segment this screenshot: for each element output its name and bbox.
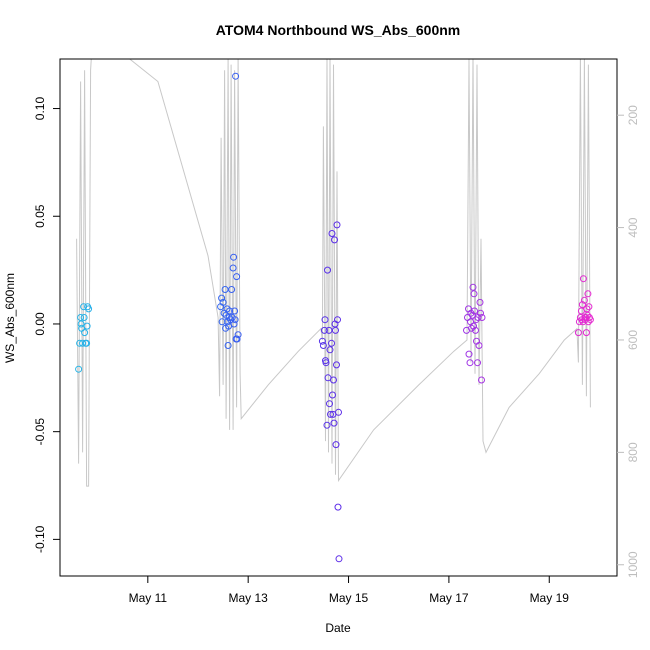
y2-tick-label: 600: [626, 330, 640, 350]
x-axis-label: Date: [325, 621, 351, 635]
y2-tick-label: 800: [626, 442, 640, 462]
data-point: [75, 365, 83, 373]
data-point: [580, 296, 588, 304]
data-point: [322, 359, 330, 367]
data-point: [335, 408, 342, 416]
y-tick-label: 0.00: [33, 312, 47, 336]
y-tick-label: 0.10: [33, 97, 47, 121]
data-point: [579, 275, 587, 283]
chart-title: ATOM4 Northbound WS_Abs_600nm: [216, 22, 461, 38]
secondary-series-line: [76, 59, 591, 487]
data-point: [219, 298, 227, 306]
data-point: [335, 555, 343, 563]
data-point: [230, 320, 238, 328]
x-tick-label: May 13: [228, 591, 268, 605]
data-point: [476, 298, 484, 306]
data-point: [231, 307, 239, 315]
data-point: [83, 339, 91, 347]
data-point: [574, 329, 582, 337]
data-point: [324, 266, 331, 274]
data-point: [228, 286, 236, 293]
data-point: [472, 326, 479, 334]
data-point: [585, 303, 593, 311]
x-tick-label: May 17: [429, 591, 469, 605]
data-point: [586, 316, 594, 324]
data-point: [326, 346, 334, 354]
data-point: [332, 441, 340, 449]
data-point: [321, 316, 329, 324]
data-point: [229, 264, 237, 272]
data-point: [470, 322, 477, 330]
data-point: [477, 309, 484, 317]
data-point: [77, 314, 85, 321]
y-tick-label: -0.10: [33, 525, 47, 553]
data-point: [231, 316, 239, 324]
x-axis: May 11 May 13 May 15 May 17 May 19: [129, 576, 570, 605]
data-point: [218, 294, 226, 302]
data-point: [472, 316, 480, 324]
data-point: [80, 314, 88, 321]
secondary-line-layer: [76, 59, 591, 487]
data-point: [582, 329, 590, 337]
data-point: [83, 322, 91, 330]
y2-axis: 200 400 600 800 1000: [617, 105, 640, 578]
data-point: [584, 290, 592, 298]
data-point: [333, 221, 341, 229]
y-axis-label: WS_Abs_600nm: [3, 273, 17, 363]
data-point: [318, 337, 326, 345]
data-point: [478, 314, 486, 321]
data-point: [478, 376, 485, 384]
point-layer: [75, 72, 594, 563]
data-point: [584, 318, 592, 326]
data-point: [233, 273, 241, 281]
plot-frame: [59, 58, 618, 577]
x-tick-label: May 15: [329, 591, 369, 605]
data-point: [234, 331, 242, 339]
data-point: [469, 283, 477, 291]
x-tick-label: May 19: [530, 591, 570, 605]
data-point: [334, 316, 341, 324]
data-point: [226, 307, 234, 315]
data-point: [77, 320, 85, 328]
data-point: [232, 72, 240, 80]
data-point: [330, 419, 338, 427]
data-point: [327, 410, 334, 418]
data-point: [319, 342, 327, 349]
y-tick-label: 0.05: [33, 204, 47, 228]
data-point: [470, 290, 478, 298]
data-point: [466, 359, 474, 367]
data-point: [328, 339, 335, 347]
data-point: [320, 326, 328, 334]
data-point: [331, 236, 338, 244]
data-point: [328, 230, 336, 237]
data-point: [81, 329, 89, 337]
data-point: [85, 305, 93, 313]
y-axis: -0.10 -0.05 0.00 0.05 0.10: [33, 97, 60, 553]
data-point: [578, 301, 586, 309]
data-point: [230, 253, 238, 261]
data-point: [471, 307, 478, 315]
data-point: [330, 376, 337, 384]
data-point: [475, 342, 483, 349]
data-point: [326, 400, 333, 408]
data-point: [333, 361, 340, 369]
data-point: [465, 350, 473, 358]
y2-tick-label: 400: [626, 217, 640, 237]
x-tick-label: May 11: [129, 591, 168, 605]
y2-tick-label: 1000: [626, 551, 640, 578]
data-point: [224, 342, 232, 349]
data-point: [233, 335, 241, 343]
data-point: [329, 391, 336, 399]
y-tick-label: -0.05: [33, 418, 47, 446]
data-point: [334, 503, 342, 511]
data-point: [468, 324, 475, 332]
data-point: [467, 309, 475, 317]
data-point: [474, 359, 481, 367]
data-point: [79, 339, 87, 347]
y2-tick-label: 200: [626, 105, 640, 125]
data-point: [332, 326, 339, 334]
data-point: [323, 421, 331, 429]
